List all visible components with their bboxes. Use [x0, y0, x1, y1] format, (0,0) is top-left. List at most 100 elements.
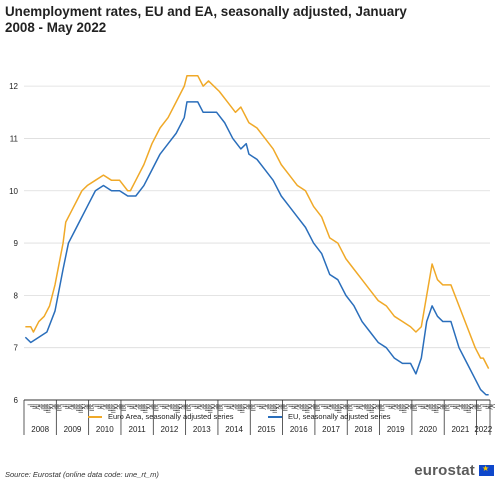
- month-tick-label: IX: [273, 404, 279, 410]
- month-tick-label: XI: [343, 404, 349, 410]
- month-tick-label: X: [341, 404, 347, 408]
- month-tick-label: VI: [394, 404, 400, 410]
- month-tick-label: I: [90, 404, 96, 406]
- y-axis: 6 7 8 9 10 11 12: [9, 82, 18, 405]
- month-tick-label: XI: [117, 404, 123, 410]
- month-tick-label: XII: [443, 404, 449, 412]
- month-tick-label: III: [257, 404, 263, 409]
- month-tick-label: X: [308, 404, 314, 408]
- month-tick-label: XI: [214, 404, 220, 410]
- month-tick-label: III: [128, 404, 134, 409]
- month-tick-label: III: [192, 404, 198, 409]
- month-tick-label: XII: [152, 404, 158, 412]
- month-tick-label: VII: [268, 404, 274, 412]
- month-tick-label: XI: [440, 404, 446, 410]
- series-line-euro-area: [25, 74, 490, 369]
- month-tick-label: V: [327, 404, 333, 408]
- month-tick-label: II: [351, 404, 357, 408]
- month-tick-label: III: [419, 404, 425, 409]
- month-tick-label: I: [25, 404, 31, 406]
- month-tick-label: IV: [357, 404, 363, 410]
- y-tick-label: 8: [14, 291, 19, 300]
- month-tick-label: VIII: [367, 404, 373, 413]
- month-tick-label: X: [470, 404, 476, 408]
- month-tick-label: II: [448, 404, 454, 408]
- grid-lines: [24, 85, 490, 349]
- y-tick-label: 6: [14, 396, 19, 405]
- year-label: 2015: [258, 425, 276, 434]
- month-tick-label: V: [262, 404, 268, 408]
- month-tick-label: I: [219, 404, 225, 406]
- year-label: 2017: [322, 425, 340, 434]
- year-label: 2022: [474, 425, 492, 434]
- month-tick-label: VI: [233, 404, 239, 410]
- month-tick-label: V: [392, 404, 398, 408]
- month-tick-label: XI: [472, 404, 478, 410]
- month-tick-label: X: [211, 404, 217, 408]
- month-tick-label: I: [316, 404, 322, 406]
- month-tick-label: II: [384, 404, 390, 408]
- legend-label: Euro Area, seasonally adjusted series: [108, 412, 234, 421]
- month-tick-label: III: [95, 404, 101, 409]
- month-tick-label: VII: [203, 404, 209, 412]
- month-tick-label: I: [122, 404, 128, 406]
- month-tick-label: II: [60, 404, 66, 408]
- legend-item-eu[interactable]: EU, seasonally adjusted series: [268, 412, 391, 421]
- month-tick-label: VI: [71, 404, 77, 410]
- month-tick-label: VII: [42, 404, 48, 412]
- month-tick-label: IV: [260, 404, 266, 410]
- month-tick-label: VIII: [464, 404, 470, 413]
- month-tick-label: IX: [209, 404, 215, 410]
- month-tick-label: XII: [184, 404, 190, 412]
- month-tick-label: II: [93, 404, 99, 408]
- month-tick-label: X: [244, 404, 250, 408]
- month-tick-label: VII: [171, 404, 177, 412]
- month-tick-label: VIII: [270, 404, 276, 413]
- month-tick-label: III: [225, 404, 231, 409]
- month-tick-label: X: [147, 404, 153, 408]
- month-tick-label: VIII: [432, 404, 438, 413]
- month-tick-label: IX: [402, 404, 408, 410]
- eurostat-logo[interactable]: eurostat: [414, 462, 494, 479]
- legend-label: EU, seasonally adjusted series: [288, 412, 391, 421]
- month-tick-label: IV: [227, 404, 233, 410]
- month-tick-label: III: [63, 404, 69, 409]
- year-label: 2021: [451, 425, 469, 434]
- month-tick-label: XII: [411, 404, 417, 412]
- legend-item-euro-area[interactable]: Euro Area, seasonally adjusted series: [88, 412, 234, 421]
- month-tick-label: I: [187, 404, 193, 406]
- eu-flag-icon: [479, 464, 494, 476]
- month-tick-label: VI: [427, 404, 433, 410]
- year-label: 2018: [355, 425, 373, 434]
- month-tick-label: VII: [106, 404, 112, 412]
- month-tick-label: VI: [39, 404, 45, 410]
- month-tick-label: IV: [292, 404, 298, 410]
- month-tick-label: III: [483, 404, 489, 409]
- month-tick-label: X: [437, 404, 443, 408]
- y-tick-label: 12: [9, 82, 18, 91]
- month-tick-label: VII: [397, 404, 403, 412]
- month-tick-label: VI: [265, 404, 271, 410]
- month-tick-label: VI: [330, 404, 336, 410]
- month-tick-label: II: [319, 404, 325, 408]
- month-tick-label: I: [413, 404, 419, 406]
- logo-text: eurostat: [414, 462, 475, 479]
- month-tick-label: III: [322, 404, 328, 409]
- month-tick-label: VII: [332, 404, 338, 412]
- month-tick-label: VI: [459, 404, 465, 410]
- month-tick-label: V: [101, 404, 107, 408]
- month-tick-label: XI: [311, 404, 317, 410]
- month-tick-label: X: [82, 404, 88, 408]
- month-tick-label: V: [230, 404, 236, 408]
- month-tick-label: XI: [149, 404, 155, 410]
- month-tick-label: IX: [435, 404, 441, 410]
- month-tick-label: IX: [47, 404, 53, 410]
- month-tick-label: I: [58, 404, 64, 406]
- month-tick-label: V: [36, 404, 42, 408]
- y-tick-label: 7: [14, 344, 19, 353]
- year-label: 2010: [96, 425, 114, 434]
- month-tick-label: X: [405, 404, 411, 408]
- month-tick-label: VIII: [77, 404, 83, 413]
- month-tick-label: IV: [486, 404, 492, 410]
- month-tick-label: I: [284, 404, 290, 406]
